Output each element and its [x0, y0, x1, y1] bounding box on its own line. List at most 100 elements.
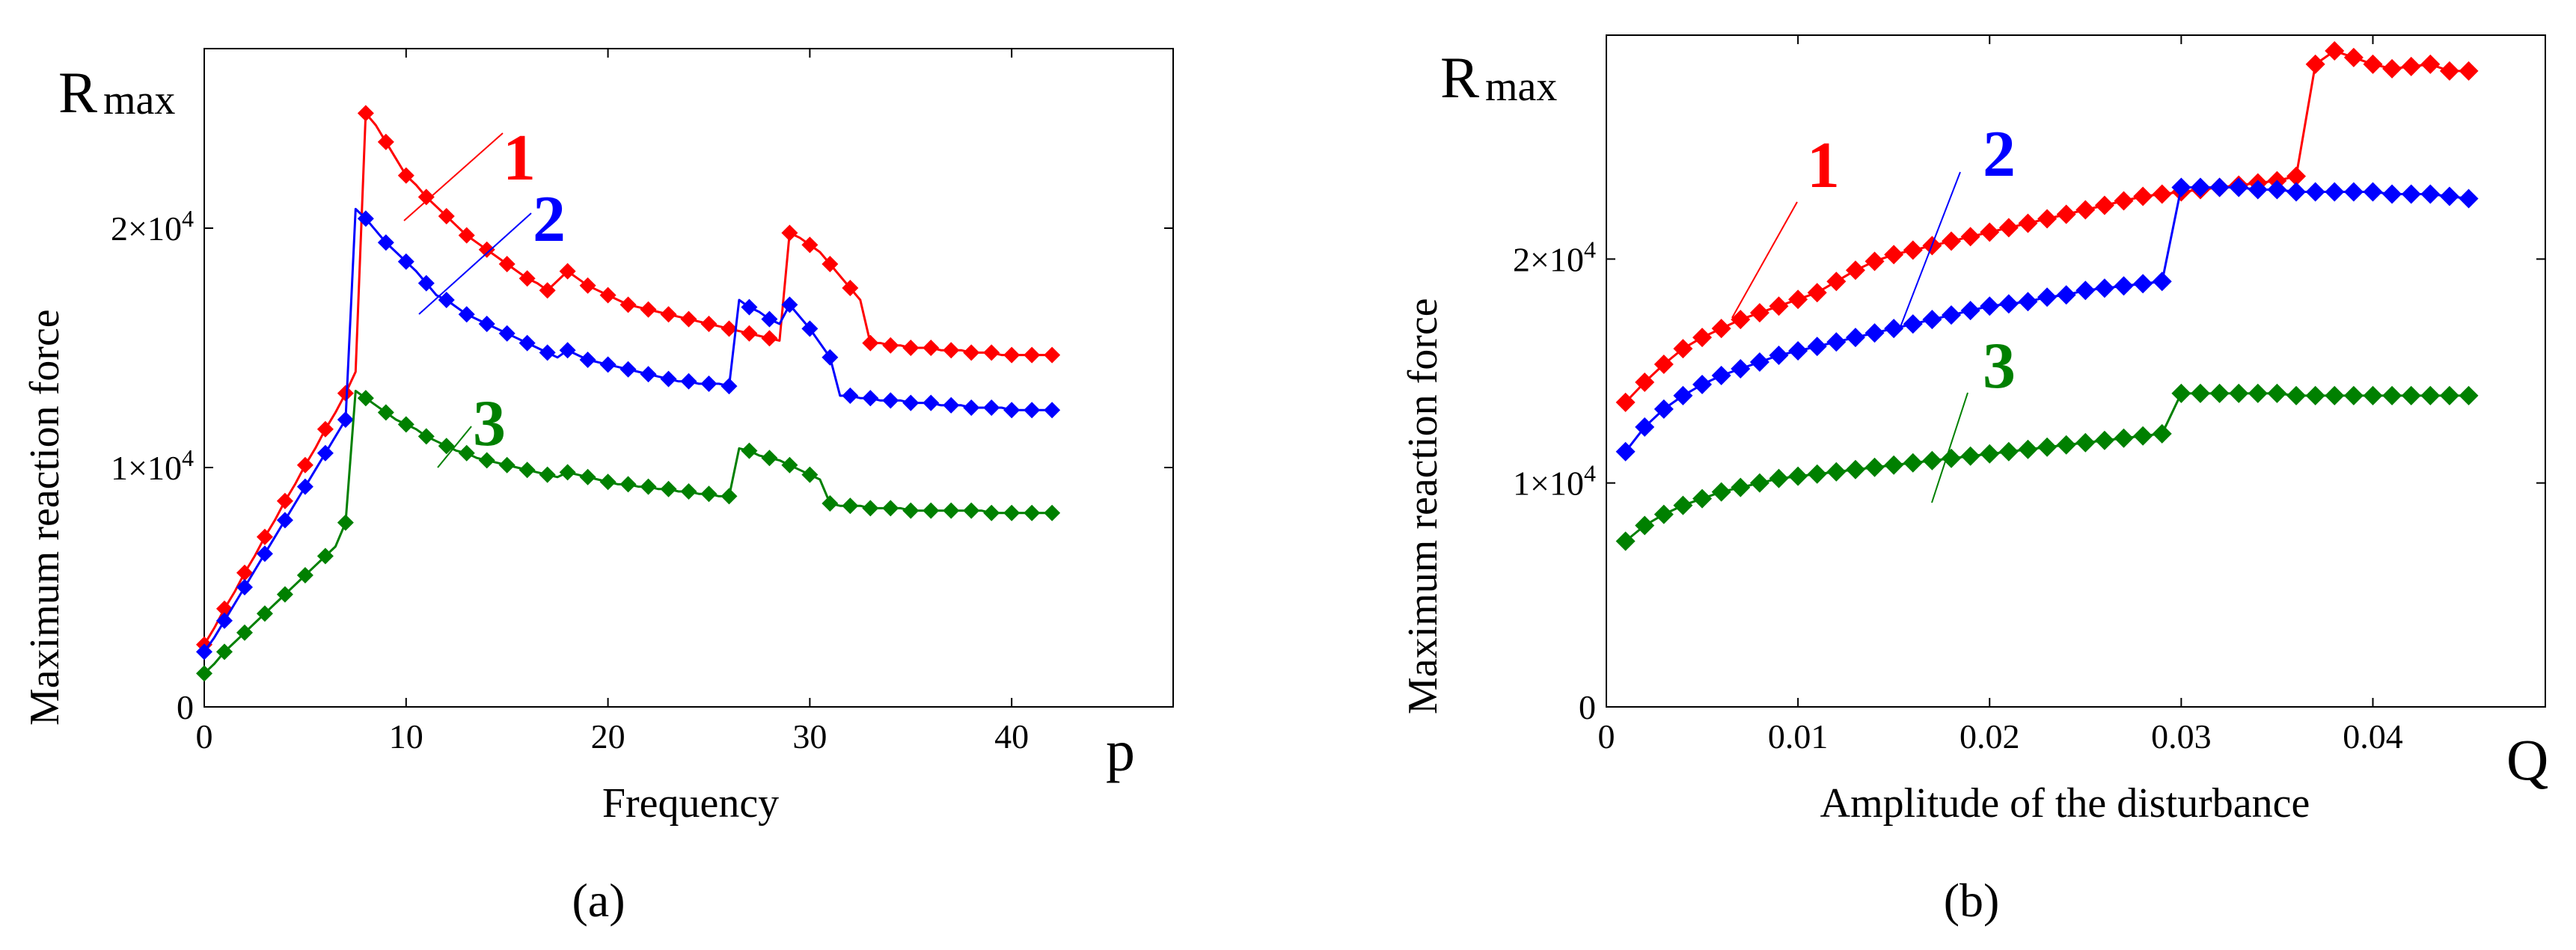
data-point-a-1-10	[296, 456, 313, 474]
y-tick-label-a-1: 1×104	[111, 444, 194, 487]
data-point-b-1-35	[2286, 166, 2307, 186]
x-tick-label-b-0: 0	[1598, 717, 1615, 756]
data-point-a-1-82	[1024, 346, 1041, 364]
series-markers-a-2	[196, 210, 1061, 661]
data-point-a-3-4	[236, 624, 253, 641]
data-point-b-2-18	[1960, 301, 1980, 321]
series-tag-b-2: 2	[1983, 118, 2016, 191]
data-point-b-2-5	[1711, 365, 1731, 385]
data-point-a-3-82	[1024, 504, 1041, 521]
data-point-a-1-22	[417, 189, 435, 206]
data-point-a-2-32	[518, 334, 536, 352]
data-point-a-3-74	[943, 502, 960, 519]
data-point-b-3-8	[1769, 468, 1789, 488]
data-point-b-3-7	[1749, 473, 1769, 493]
data-point-b-2-17	[1942, 305, 1962, 325]
data-point-b-1-12	[1845, 260, 1865, 281]
data-point-a-3-24	[438, 438, 455, 455]
data-point-b-2-15	[1903, 314, 1923, 334]
data-point-b-2-22	[2037, 287, 2058, 307]
data-point-b-3-14	[1884, 455, 1904, 475]
data-point-a-3-54	[741, 442, 758, 459]
data-point-b-2-31	[2209, 177, 2230, 197]
data-point-a-2-22	[417, 275, 435, 292]
data-point-b-1-41	[2401, 56, 2421, 76]
data-point-a-1-60	[801, 236, 819, 254]
data-point-a-3-42	[619, 476, 637, 493]
data-point-b-1-27	[2133, 186, 2153, 206]
data-point-b-1-18	[1960, 227, 1980, 247]
data-point-b-3-39	[2363, 385, 2383, 405]
data-point-b-2-21	[2018, 292, 2038, 312]
data-point-b-2-3	[1673, 385, 1693, 405]
x-tick-label-b-2: 0.02	[1959, 717, 2020, 756]
data-point-a-2-4	[236, 579, 253, 595]
data-point-b-3-41	[2401, 385, 2421, 405]
data-point-b-3-31	[2209, 383, 2230, 403]
data-point-a-2-24	[438, 292, 455, 308]
data-point-a-2-6	[256, 545, 273, 563]
data-point-b-3-32	[2229, 383, 2249, 403]
data-point-a-2-52	[721, 378, 738, 395]
data-point-a-2-48	[680, 373, 697, 390]
data-point-a-3-32	[518, 462, 536, 479]
data-point-b-1-11	[1826, 272, 1847, 292]
leader-line-b-1	[1731, 201, 1798, 319]
data-point-b-1-7	[1749, 303, 1769, 323]
data-point-a-1-14	[337, 384, 354, 402]
data-point-a-1-50	[700, 316, 718, 332]
data-point-a-3-18	[377, 404, 394, 421]
data-point-a-2-44	[640, 366, 657, 383]
data-point-b-1-2	[1653, 355, 1674, 375]
data-point-b-2-1	[1635, 417, 1655, 437]
ylabel-a: Maximum reaction force	[22, 309, 68, 726]
data-point-a-3-22	[417, 428, 435, 445]
data-point-b-2-6	[1731, 359, 1751, 379]
data-point-b-3-9	[1788, 466, 1808, 486]
data-point-a-3-40	[599, 474, 617, 491]
data-point-b-2-4	[1692, 374, 1713, 394]
data-point-b-2-42	[2420, 184, 2441, 204]
data-point-a-2-60	[801, 320, 819, 337]
data-point-a-1-30	[498, 256, 515, 272]
panel-a: 0 10 20 30 40 0 1×104 2×104 12 3 R max Maximum r…	[22, 48, 1174, 927]
series-markers-b-3	[1615, 383, 2479, 551]
data-point-b-2-25	[2094, 278, 2114, 298]
data-point-a-2-54	[741, 298, 758, 316]
data-point-b-2-12	[1845, 328, 1865, 348]
data-point-a-1-8	[276, 492, 293, 509]
data-point-b-2-14	[1884, 319, 1904, 339]
series-tag-a-1: 1	[503, 122, 536, 194]
data-point-a-2-2	[215, 612, 233, 629]
data-point-b-3-40	[2382, 385, 2402, 405]
data-point-b-2-8	[1769, 346, 1789, 366]
data-point-a-3-58	[781, 456, 798, 474]
data-point-a-3-66	[862, 500, 879, 517]
data-point-a-1-42	[619, 296, 637, 313]
series-tag-b-3: 3	[1983, 330, 2016, 402]
data-point-b-3-35	[2286, 385, 2307, 405]
data-point-b-1-3	[1673, 339, 1693, 359]
leader-line-b-3	[1931, 392, 1968, 503]
data-point-b-3-16	[1922, 450, 1942, 471]
data-point-a-2-76	[963, 399, 980, 416]
data-point-a-2-14	[337, 411, 354, 428]
data-point-b-2-0	[1615, 441, 1636, 462]
data-point-b-2-27	[2133, 274, 2153, 294]
data-point-a-1-6	[256, 528, 273, 545]
data-point-a-1-18	[377, 133, 394, 150]
data-point-a-1-84	[1044, 346, 1061, 364]
data-point-a-2-10	[296, 478, 313, 495]
annotations-a: 12 3	[403, 122, 566, 468]
data-point-a-1-36	[559, 263, 576, 280]
data-point-b-2-28	[2152, 272, 2172, 292]
series-b	[1615, 40, 2479, 551]
data-point-b-1-15	[1903, 240, 1923, 260]
data-point-a-1-80	[1003, 346, 1021, 364]
data-point-b-3-36	[2305, 385, 2325, 405]
data-point-a-1-46	[660, 306, 677, 323]
data-point-b-3-18	[1960, 446, 1980, 466]
data-point-b-2-30	[2190, 177, 2210, 197]
data-point-b-2-29	[2171, 177, 2191, 197]
data-point-b-2-7	[1749, 352, 1769, 373]
